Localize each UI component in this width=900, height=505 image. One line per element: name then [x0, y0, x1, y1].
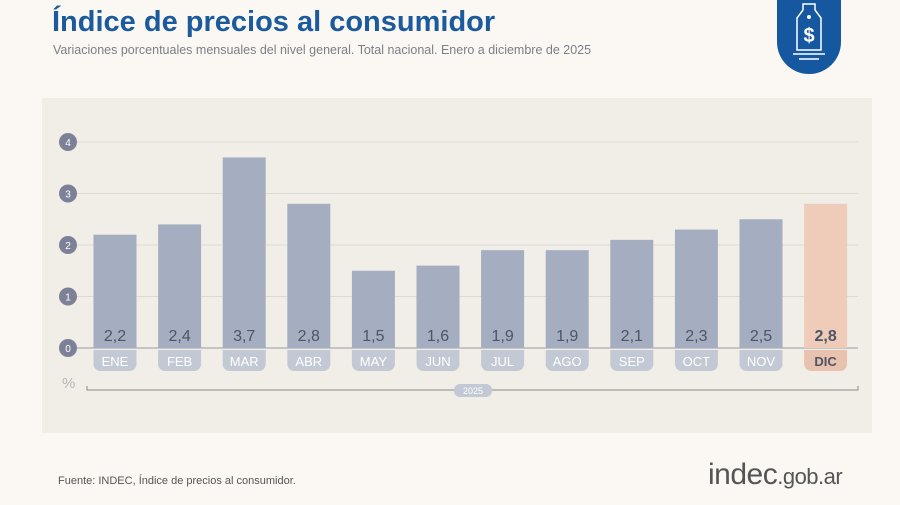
x-tick-label: ENE [102, 354, 129, 369]
x-tick-label: ABR [295, 354, 322, 369]
logo-suffix: .gob.ar [777, 464, 843, 489]
x-tick-label: JUL [491, 354, 514, 369]
x-label-pill [93, 350, 137, 371]
logo-main: indec [708, 458, 778, 491]
source-note: Fuente: INDEC, Índice de precios al cons… [58, 475, 296, 487]
bar-ene [93, 234, 137, 348]
data-label: 2,1 [621, 328, 643, 345]
bar-may [351, 270, 395, 348]
data-label: 2,3 [685, 328, 707, 345]
data-label: 1,9 [556, 328, 578, 345]
data-label: 3,7 [233, 328, 255, 345]
y-tick-marker [59, 339, 77, 357]
data-label: 2,4 [168, 328, 190, 345]
y-tick-label: 0 [65, 344, 71, 355]
bar-abr [287, 203, 331, 348]
bar-ago [545, 250, 589, 348]
x-label-pill [739, 350, 783, 371]
x-tick-label: DIC [814, 354, 837, 369]
y-tick-marker [59, 236, 77, 254]
y-tick-label: 4 [65, 138, 71, 149]
year-pill [454, 384, 492, 397]
data-label: 1,9 [491, 328, 513, 345]
x-label-pill [287, 350, 331, 371]
x-tick-label: AGO [553, 354, 582, 369]
x-label-pill [351, 350, 395, 371]
data-label: 2,2 [104, 328, 126, 345]
x-label-pill [158, 350, 202, 371]
x-tick-label: MAY [360, 354, 388, 369]
y-tick-marker [59, 133, 77, 151]
bar-jul [481, 250, 525, 348]
data-label: 2,5 [750, 328, 772, 345]
x-label-pill [545, 350, 589, 371]
data-label: 2,8 [814, 328, 836, 345]
y-tick-marker [59, 184, 77, 203]
x-label-pill [416, 350, 460, 371]
x-tick-label: MAR [230, 354, 259, 369]
bar-sep [610, 239, 654, 348]
bar-oct [674, 229, 718, 348]
x-label-pill [804, 350, 848, 371]
year-label: 2025 [463, 386, 483, 396]
indec-logo: indec.gob.ar [708, 458, 843, 492]
svg-text:$: $ [803, 25, 814, 47]
bar-jun [416, 265, 460, 348]
x-tick-label: SEP [619, 354, 645, 369]
data-label: 1,5 [362, 328, 384, 345]
y-tick-marker [59, 287, 77, 306]
x-label-pill [222, 350, 266, 371]
page-title: Índice de precios al consumidor [52, 6, 496, 38]
y-tick-label: 2 [65, 241, 71, 252]
x-tick-label: OCT [683, 354, 711, 369]
x-label-pill [674, 350, 718, 371]
page-subtitle: Variaciones porcentuales mensuales del n… [53, 43, 592, 57]
y-axis-unit: % [62, 375, 75, 392]
data-label: 1,6 [427, 328, 449, 345]
price-tag-dollar-icon: $ [777, 0, 841, 74]
bar-mar [222, 157, 266, 348]
x-tick-label: JUN [425, 354, 450, 369]
x-tick-label: FEB [167, 354, 192, 369]
x-tick-label: NOV [747, 354, 776, 369]
bar-feb [158, 224, 202, 348]
bar-dic [804, 203, 848, 348]
y-tick-label: 1 [65, 293, 71, 304]
x-label-pill [481, 350, 525, 371]
x-label-pill [610, 350, 654, 371]
data-label: 2,8 [298, 328, 320, 345]
bar-nov [739, 219, 783, 348]
y-tick-label: 3 [65, 190, 71, 201]
